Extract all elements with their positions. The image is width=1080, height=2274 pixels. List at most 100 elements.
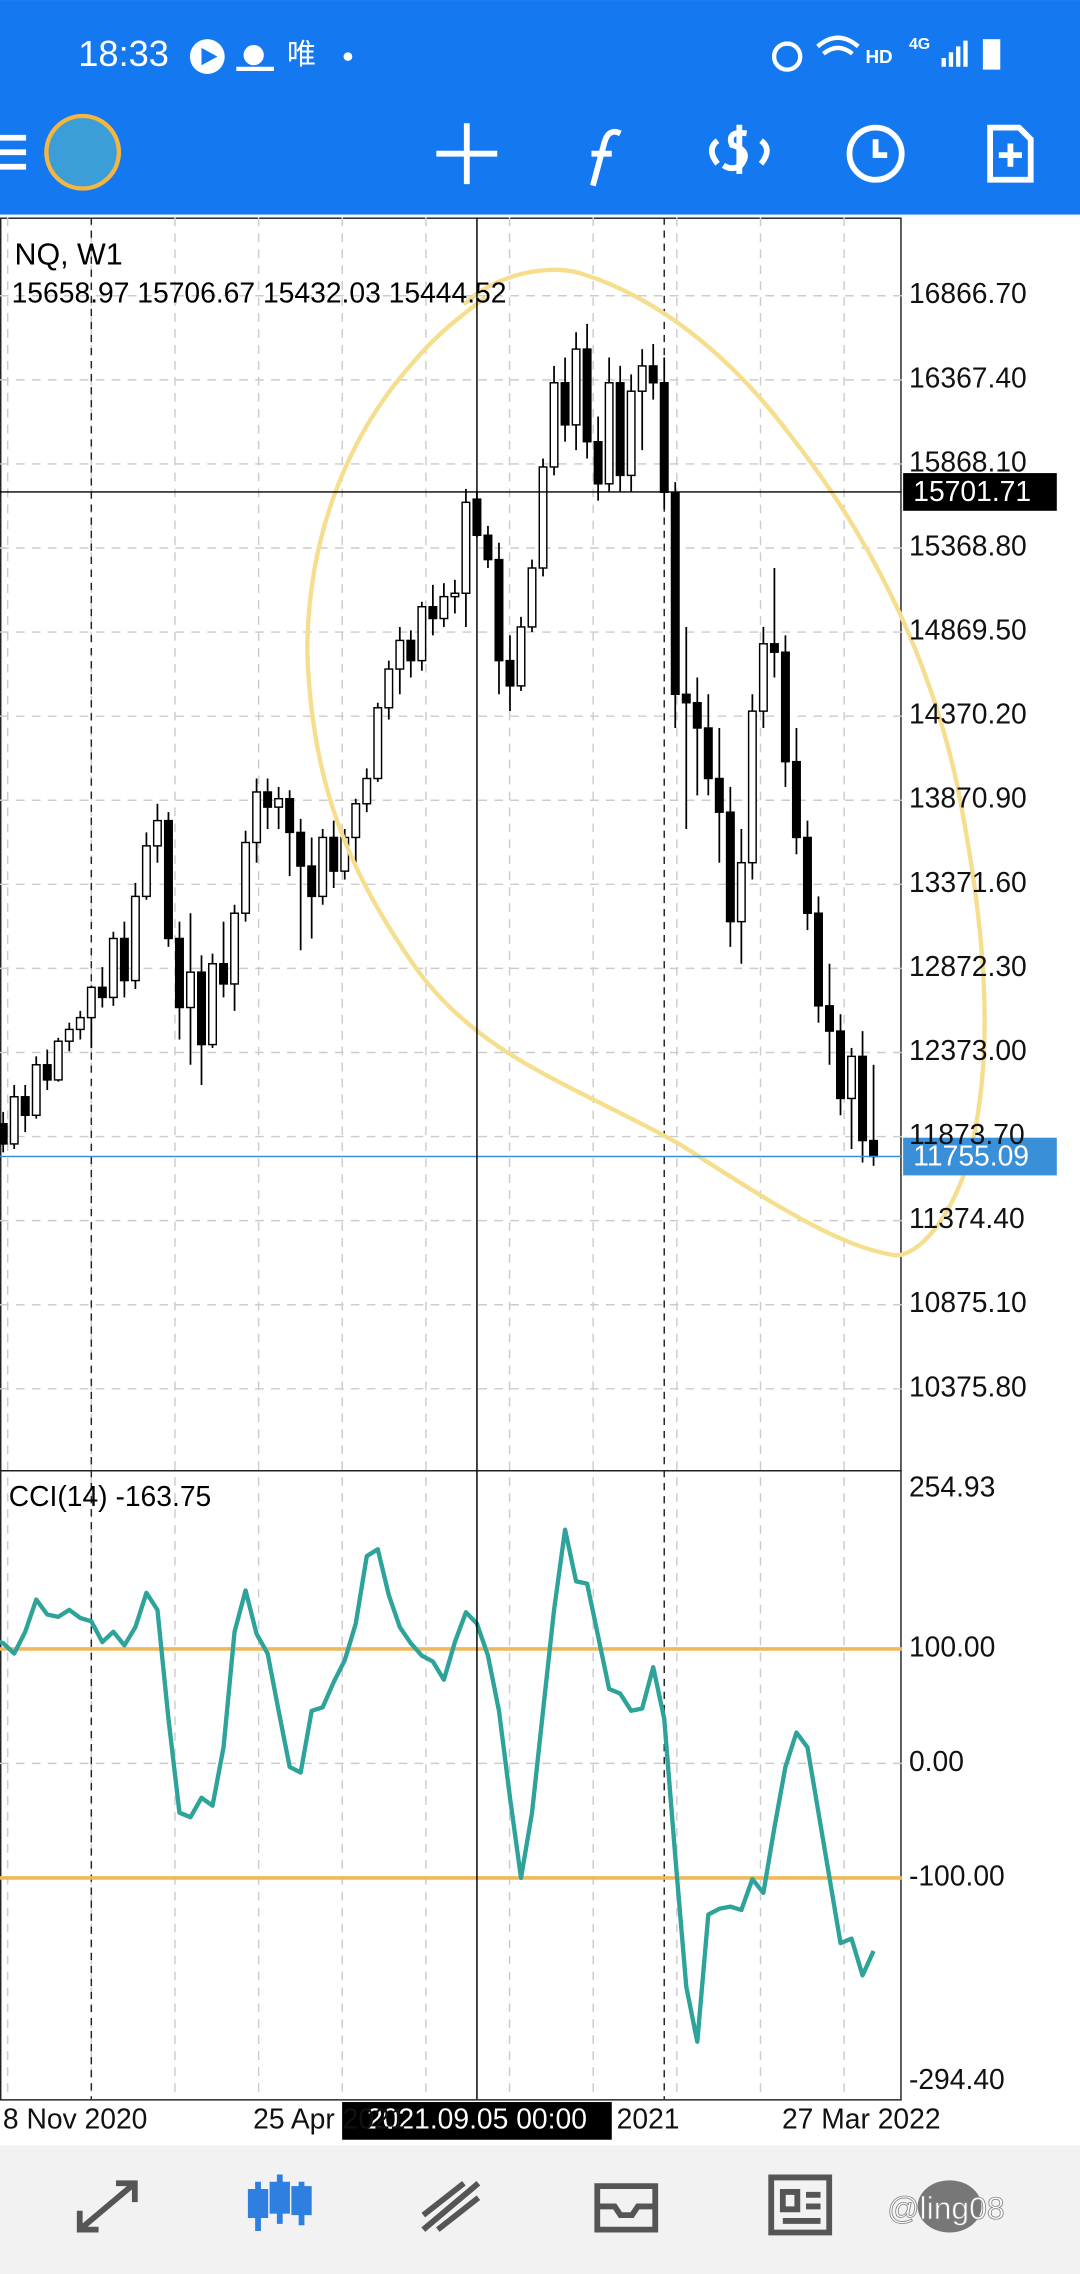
y-tick-label: 12872.30 [909, 950, 1027, 982]
candle-body [263, 791, 273, 808]
status-app-text: 唯 [287, 38, 316, 71]
crosshair-time-label: 2021.09.05 00:00 [367, 2102, 587, 2134]
indicator-value: -163.75 [115, 1480, 211, 1512]
crosshair-button[interactable] [436, 123, 498, 185]
candle-body [307, 865, 317, 898]
indicators-button[interactable] [590, 128, 622, 187]
chart-frame [0, 217, 902, 2101]
candle-body [395, 639, 405, 670]
candle-body [163, 819, 173, 940]
candle-body [219, 963, 229, 985]
status-hd: HD [865, 46, 892, 67]
candle-body [296, 831, 306, 867]
crosshair-time-box [342, 2102, 612, 2140]
candle-body [626, 390, 636, 477]
candle-body [604, 382, 614, 485]
candle-body [802, 836, 812, 914]
y-tick-label: 11374.40 [909, 1202, 1025, 1234]
ohlc-high: 15706.67 [137, 277, 255, 309]
y-tick-label: 12373.00 [909, 1034, 1027, 1066]
candle-body [64, 1028, 74, 1042]
candle-body [571, 348, 581, 426]
nav-chart[interactable] [247, 2174, 312, 2232]
candle-body [769, 643, 779, 653]
crosshair-price-box [903, 473, 1057, 511]
candle-body [42, 1064, 52, 1081]
candle-body [97, 986, 107, 999]
candle-body [637, 365, 647, 392]
candle-body [0, 1122, 8, 1145]
candle-body [615, 382, 625, 477]
candle-body [185, 971, 195, 1009]
candle-body [450, 592, 460, 598]
candle-body [439, 595, 449, 620]
candle-body [130, 895, 140, 982]
nav-messages[interactable] [917, 2180, 982, 2233]
candle-body [274, 797, 284, 808]
menu-button[interactable] [0, 134, 27, 170]
nav-history[interactable] [594, 2183, 659, 2233]
nav-trade[interactable] [421, 2180, 481, 2232]
candle-body [714, 777, 724, 813]
trade-button[interactable] [708, 124, 770, 174]
candle-body [241, 841, 251, 914]
bottom-nav-icons [76, 2174, 982, 2236]
y-tick-label: 14869.50 [909, 614, 1027, 646]
candle-body [560, 382, 570, 426]
toolbar [0, 113, 1034, 191]
bottom-nav [0, 2145, 1080, 2274]
candle-body [141, 845, 151, 898]
y-tick-label: 10375.80 [909, 1370, 1027, 1402]
hand-drawn-circle [305, 267, 987, 1258]
current-price-box [903, 1137, 1057, 1176]
y-tick-label: 0.00 [909, 1745, 964, 1777]
candle-body [285, 797, 295, 834]
y-tick-label: 11873.70 [909, 1118, 1025, 1150]
indicator-title: CCI(14) -163.75 [9, 1480, 212, 1512]
y-tick-label: -100.00 [909, 1859, 1005, 1891]
candle-body [692, 702, 702, 729]
y-tick-label: 15368.80 [909, 529, 1027, 561]
candle-body [582, 348, 592, 443]
nav-quotes[interactable] [76, 2180, 138, 2233]
candle-body [725, 811, 735, 923]
candle-body [549, 382, 559, 468]
candle-body [362, 777, 372, 805]
overlays: 11755.09 15701.71 2021.09.05 00:00 [0, 217, 1057, 2140]
candle-body [31, 1064, 41, 1117]
ohlc-low: 15432.03 [263, 277, 381, 309]
candle-body [351, 803, 361, 839]
candle-body [516, 626, 526, 687]
period-button[interactable] [846, 124, 905, 183]
status-icons-right [771, 35, 1001, 72]
cci-line [0, 1527, 876, 2044]
clock: 18:33 [78, 33, 169, 74]
app-logo[interactable] [44, 113, 122, 191]
status-icons-left [189, 39, 353, 74]
candle-body [119, 937, 129, 982]
app-header [0, 0, 1080, 215]
objects-button[interactable] [987, 124, 1034, 183]
candle-body [86, 986, 96, 1019]
y-tick-label: 13371.60 [909, 866, 1027, 898]
y-tick-label: 15868.10 [909, 445, 1027, 477]
x-tick-label: 8 Nov 2020 [3, 2102, 148, 2134]
y-tick-label: 16367.40 [909, 361, 1027, 393]
candle-body [373, 707, 383, 780]
candle-body [670, 491, 680, 696]
candle-body [847, 1055, 857, 1100]
nav-news[interactable] [768, 2174, 833, 2236]
candle-body [20, 1096, 30, 1117]
candle-body [703, 727, 713, 780]
candle-body [461, 501, 471, 594]
candle-body [252, 791, 262, 844]
candle-body [53, 1040, 63, 1081]
y-tick-label: 10875.10 [909, 1286, 1027, 1318]
price-panel [0, 295, 902, 1390]
candle-body [593, 440, 603, 485]
candle-body [483, 534, 493, 561]
candle-body [417, 606, 427, 662]
y-tick-label: 13870.90 [909, 782, 1027, 814]
